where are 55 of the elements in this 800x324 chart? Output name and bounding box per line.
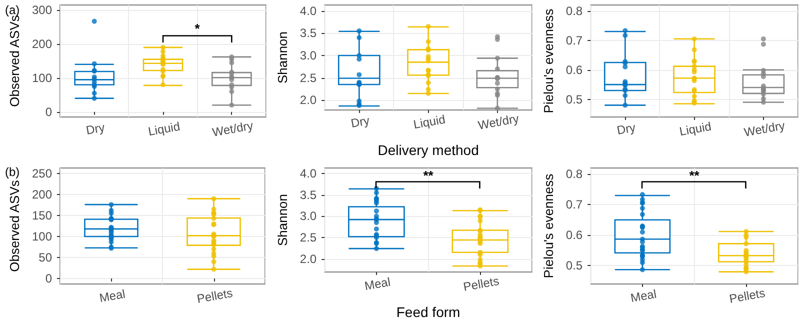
x-tick-label: Dry <box>616 120 637 138</box>
y-tick-label: 4.0 <box>300 166 317 181</box>
x-tick-label: Liquid <box>147 119 182 139</box>
annotation: * <box>194 21 200 36</box>
y-tick-label: 3.5 <box>300 188 317 202</box>
y-tick-label: 0.8 <box>566 4 583 18</box>
y-tick-label: 250 <box>32 166 52 180</box>
y-tick-label: 2.0 <box>300 93 317 108</box>
y-tick-label: 0.5 <box>566 92 583 106</box>
y-tick-label: 100 <box>32 230 52 244</box>
y-tick-label: 4.0 <box>300 4 317 18</box>
y-tick-label: 200 <box>32 187 52 202</box>
y-tick-label: 3.0 <box>300 209 317 224</box>
y-tick-label: 2.0 <box>300 252 317 266</box>
x-tick-label: Pellets <box>728 286 766 306</box>
chart-title: (a) <box>5 3 20 17</box>
y-tick-label: 150 <box>32 208 52 222</box>
y-tick-label: 300 <box>32 3 52 18</box>
x-tick-label: Wet/dry <box>477 111 520 132</box>
y-tick-label: 3.5 <box>300 26 317 40</box>
x-tick-label: Liquid <box>412 112 446 132</box>
x-tick-label: Wet/dry <box>211 118 254 140</box>
y-tick-label: 0.8 <box>566 167 583 182</box>
x-axis-title: Feed form <box>396 304 460 320</box>
y-axis-title: Shannon <box>275 194 290 246</box>
y-tick-label: 0 <box>45 272 52 286</box>
y-tick-label: 0 <box>45 104 52 119</box>
y-tick-label: 3.0 <box>300 48 317 62</box>
annotation: ** <box>689 168 700 183</box>
annotation: ** <box>423 168 434 183</box>
y-tick-label: 0.6 <box>566 62 583 77</box>
y-tick-label: 0.7 <box>566 33 583 48</box>
y-tick-label: 2.5 <box>300 230 317 244</box>
y-tick-label: 50 <box>38 250 52 265</box>
y-axis-title: Observed ASVs <box>7 180 22 272</box>
x-tick-label: Wet/dry <box>743 118 786 140</box>
x-tick-label: Liquid <box>678 119 712 139</box>
x-tick-label: Dry <box>84 120 106 138</box>
y-axis-title: Pielou's evenness <box>541 8 556 114</box>
y-axis-title: Pielou's evenness <box>541 173 556 278</box>
x-tick-label: Pellets <box>462 274 500 294</box>
y-tick-label: 200 <box>32 37 52 52</box>
x-tick-label: Pellets <box>196 286 234 306</box>
y-axis-title: Shannon <box>275 31 290 84</box>
x-tick-label: Meal <box>98 286 126 306</box>
x-tick-label: Meal <box>629 286 658 306</box>
y-tick-label: 0.7 <box>566 198 583 212</box>
y-tick-label: 0.6 <box>566 228 583 242</box>
chart-title: (b) <box>5 165 20 179</box>
y-tick-label: 100 <box>32 70 52 85</box>
x-tick-label: Dry <box>350 113 371 130</box>
y-tick-label: 2.5 <box>300 70 317 85</box>
x-axis-title: Delivery method <box>378 142 479 158</box>
x-tick-label: Meal <box>363 274 392 294</box>
y-tick-label: 0.5 <box>566 258 583 273</box>
